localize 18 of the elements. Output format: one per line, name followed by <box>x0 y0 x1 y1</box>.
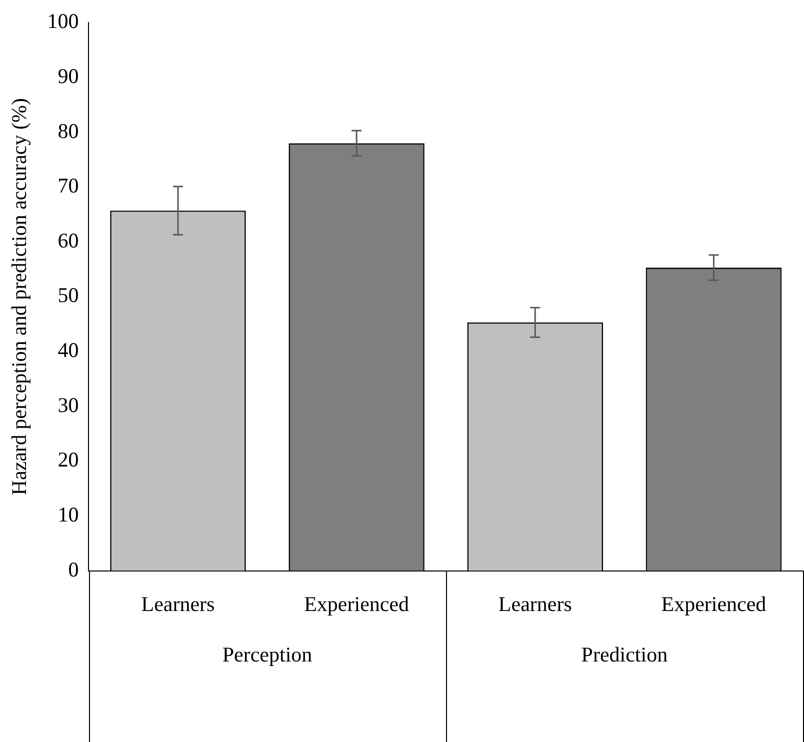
y-tick-label: 10 <box>58 502 79 526</box>
y-axis-title: Hazard perception and prediction accuracy (%) <box>7 98 32 496</box>
y-tick-label: 70 <box>58 174 79 198</box>
x-tick-label: Experienced <box>304 592 410 616</box>
y-tick-label: 100 <box>47 9 79 34</box>
y-tick-label: 50 <box>58 283 79 308</box>
y-tick-label: 60 <box>58 228 79 252</box>
y-tick-label: 0 <box>68 557 79 582</box>
y-tick-label: 80 <box>58 118 79 143</box>
y-tick-label: 90 <box>58 64 79 88</box>
y-tick-label: 20 <box>58 448 79 472</box>
text: Perception <box>222 642 313 666</box>
x-tick-label: Learners <box>498 592 572 616</box>
y-tick-label: 40 <box>58 338 79 362</box>
y-tick-label: 30 <box>58 392 79 417</box>
x-tick-label: Experienced <box>661 592 767 616</box>
text: Prediction <box>581 642 668 666</box>
x-tick-label: Learners <box>141 592 215 616</box>
